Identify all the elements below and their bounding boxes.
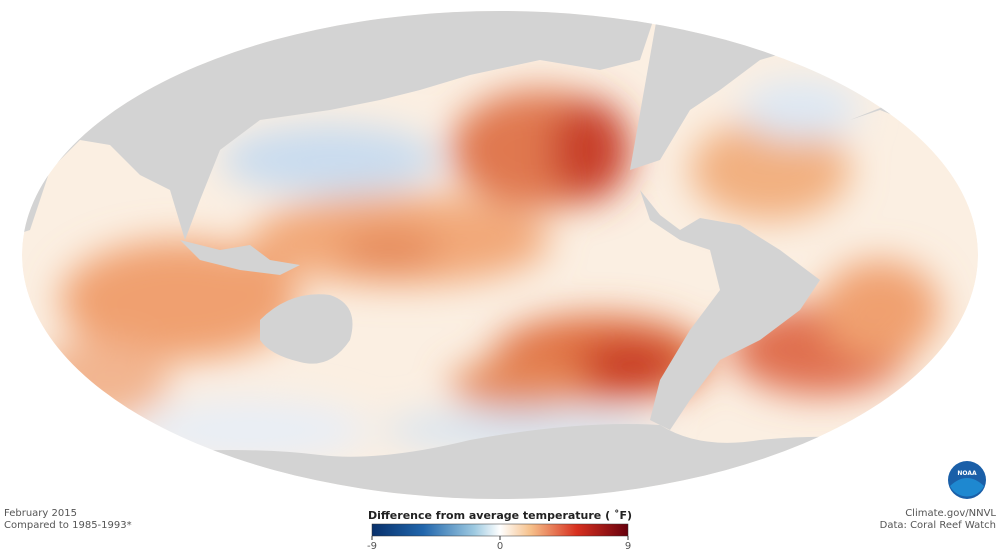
baseline-label: Compared to 1985-1993* [4,520,132,531]
date-label: February 2015 [4,508,77,519]
colorbar-title: Difference from average temperature ( ˚F… [368,509,632,522]
colorbar-tick-label: -9 [367,541,377,552]
data-credit: Data: Coral Reef Watch [880,520,996,531]
noaa-logo: NOAA [948,461,986,499]
logo-text: NOAA [957,470,977,477]
colorbar-tick-label: 0 [497,541,503,552]
colorbar [371,523,629,537]
colorbar-tick-label: 9 [625,541,631,552]
source-credit: Climate.gov/NNVL [905,508,996,519]
